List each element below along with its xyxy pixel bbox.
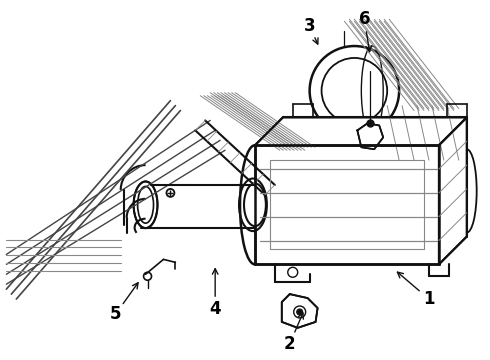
Ellipse shape (134, 181, 157, 228)
Polygon shape (255, 117, 467, 145)
Circle shape (144, 272, 151, 280)
Text: 4: 4 (209, 300, 221, 318)
Polygon shape (255, 145, 439, 264)
Text: 6: 6 (359, 10, 370, 28)
Polygon shape (282, 294, 318, 328)
Circle shape (297, 309, 303, 315)
Text: 2: 2 (284, 335, 295, 353)
Text: 3: 3 (304, 17, 316, 35)
Polygon shape (357, 123, 383, 149)
Text: 5: 5 (110, 305, 122, 323)
Text: 1: 1 (423, 290, 435, 308)
Ellipse shape (137, 186, 154, 224)
Circle shape (288, 267, 298, 277)
Circle shape (294, 306, 306, 318)
Polygon shape (439, 117, 467, 264)
Circle shape (167, 189, 174, 197)
Ellipse shape (244, 184, 266, 226)
